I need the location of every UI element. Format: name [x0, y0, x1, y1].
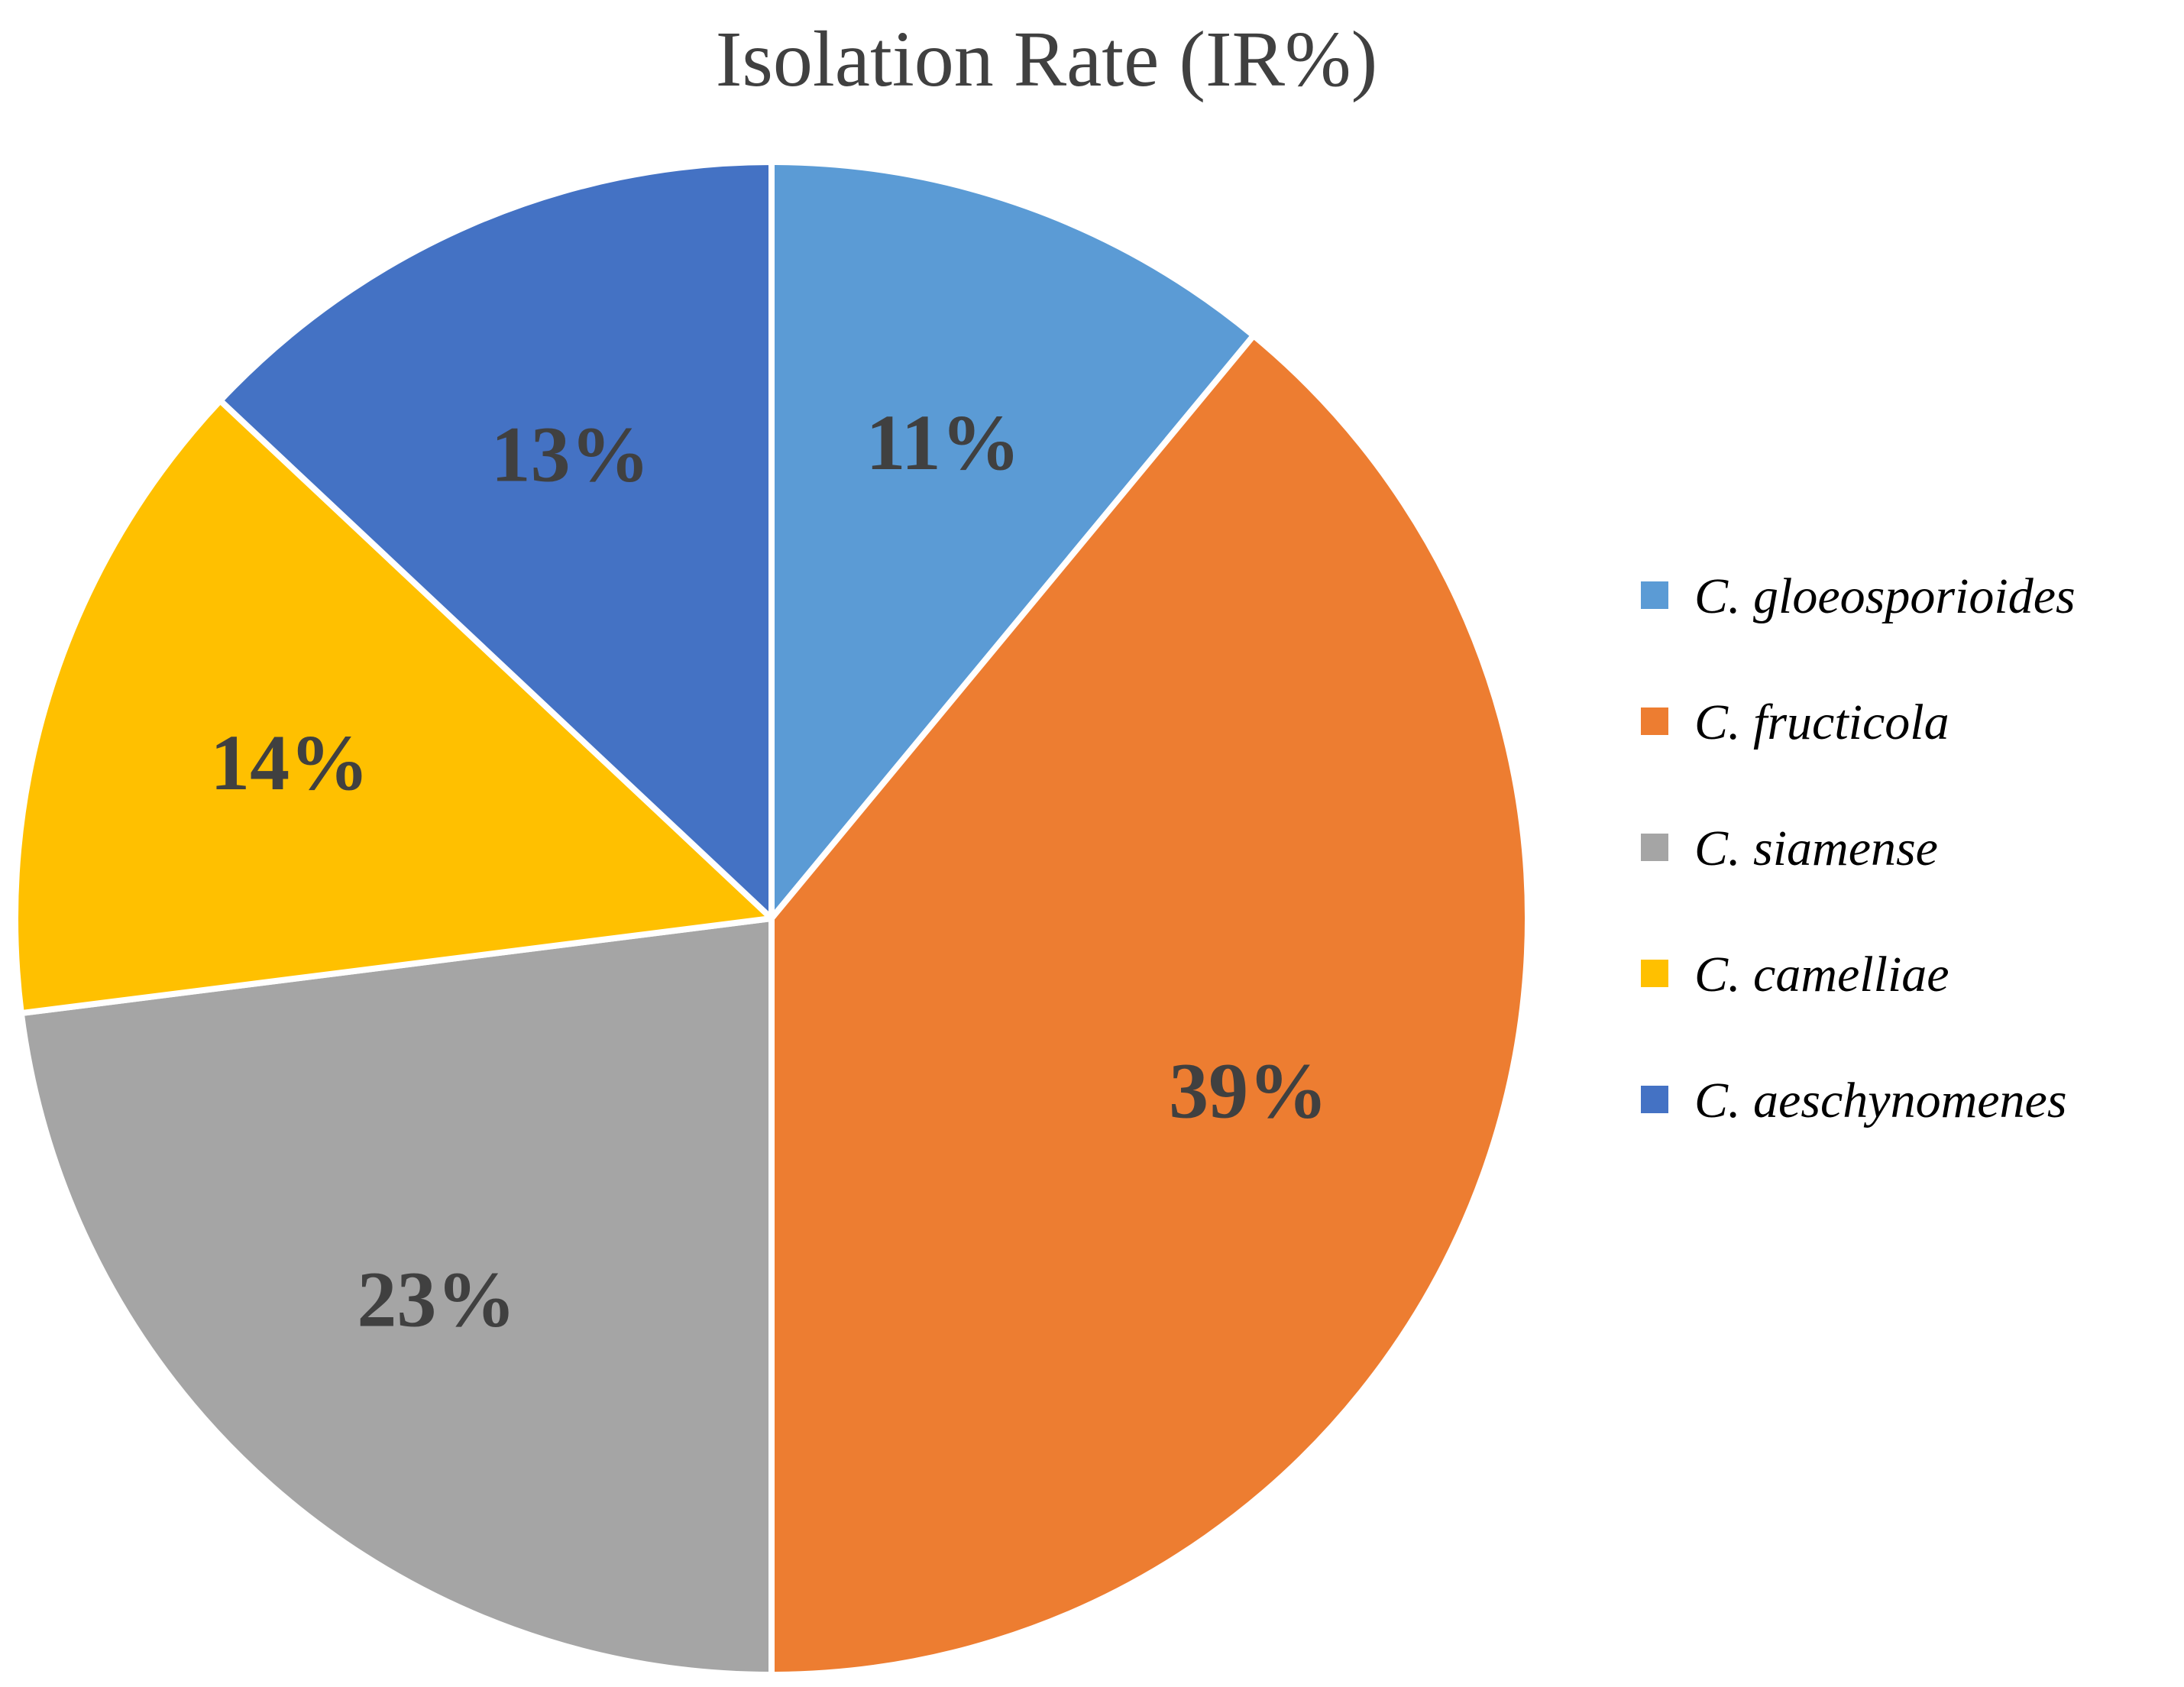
- legend-item-c-siamense: C. siamense: [1641, 821, 1938, 876]
- legend-label-c-camelliae: C. camelliae: [1694, 947, 1949, 1002]
- legend-swatch-c-aeschynomenes: [1641, 1086, 1668, 1113]
- legend-item-c-aeschynomenes: C. aeschynomenes: [1641, 1073, 2067, 1128]
- legend-label-c-fructicola: C. fructicola: [1694, 695, 1949, 750]
- legend-label-c-aeschynomenes: C. aeschynomenes: [1694, 1073, 2067, 1128]
- legend-swatch-c-fructicola: [1641, 708, 1668, 735]
- pie-slice-c-gloeosporioides: [768, 159, 1257, 921]
- pie-slice-c-aeschynomenes: [217, 159, 775, 921]
- pie-slice-c-camelliae: [12, 397, 775, 1017]
- legend-label-c-gloeosporioides: C. gloeosporioides: [1694, 568, 2076, 624]
- pie-slice-c-fructicola: [768, 332, 1531, 1678]
- legend-label-c-siamense: C. siamense: [1694, 821, 1938, 876]
- legend-item-c-camelliae: C. camelliae: [1641, 947, 1949, 1002]
- legend-swatch-c-gloeosporioides: [1641, 581, 1668, 609]
- slice-label-c-camelliae: 14%: [210, 719, 369, 807]
- pie-slice-c-siamense: [18, 915, 775, 1678]
- chart-title: Isolation Rate (IR%): [716, 15, 1377, 103]
- legend-swatch-c-siamense: [1641, 834, 1668, 861]
- legend-item-c-fructicola: C. fructicola: [1641, 695, 1949, 750]
- slice-label-c-aeschynomenes: 13%: [491, 410, 650, 498]
- pie-slices: [12, 159, 1531, 1678]
- legend-item-c-gloeosporioides: C. gloeosporioides: [1641, 568, 2076, 624]
- legend: C. gloeosporioides C. fructicola C. siamen…: [1641, 568, 2076, 1128]
- legend-swatch-c-camelliae: [1641, 960, 1668, 987]
- slice-labels: 11% 39% 23% 14% 13%: [210, 399, 1328, 1344]
- slice-label-c-fructicola: 39%: [1169, 1047, 1328, 1135]
- slice-label-c-gloeosporioides: 11%: [866, 399, 1021, 487]
- slice-label-c-siamense: 23%: [357, 1256, 516, 1344]
